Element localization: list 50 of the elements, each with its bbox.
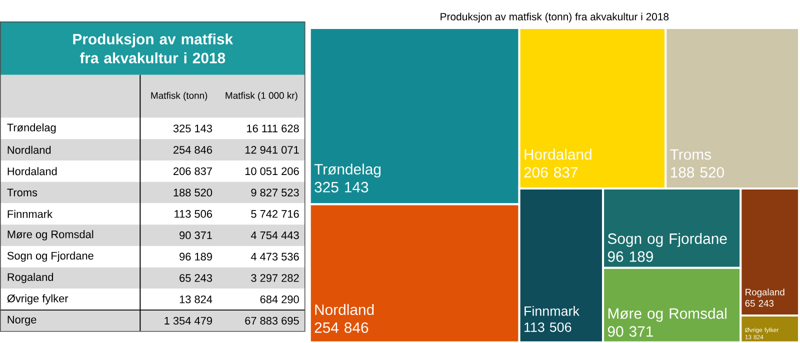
category-label: Nordland	[315, 304, 374, 315]
data-label: 325 143	[314, 182, 368, 192]
data-label: 3 297 282	[251, 274, 299, 282]
category-label: Hordaland	[8, 166, 57, 176]
data-label: 10 051 206	[245, 167, 299, 175]
data-label: 96 189	[180, 252, 212, 260]
data-label: 684 290	[260, 295, 299, 304]
series-label: Matfisk (tonn)	[151, 92, 208, 101]
data-label: 188 520	[174, 188, 212, 196]
category-label: Troms	[670, 149, 711, 160]
data-label: 16 111 628	[247, 124, 299, 132]
text: Produksjon av matfisk fra akvakultur i 2018	[73, 33, 234, 64]
category-label: Rogaland	[746, 288, 784, 298]
category-label: Sogn og Fjordane	[7, 251, 94, 262]
category-label: Sogn og Fjordane	[608, 232, 727, 247]
text: Produksjon av matfisk (tonn) fra akvakultur i 2018	[440, 12, 669, 22]
data-label: 4 754 443	[250, 231, 299, 239]
category-label: Trøndelag	[7, 123, 56, 134]
data-label: 4 473 536	[250, 252, 299, 260]
data-label: 96 189	[608, 251, 653, 262]
data-label: 113 506	[174, 210, 212, 218]
data-label: 13 824	[180, 295, 212, 304]
category-label: Finnmark	[8, 210, 53, 218]
category-label: Trøndelag	[314, 163, 381, 178]
category-label: Troms	[7, 188, 38, 196]
data-label: 5 742 716	[251, 210, 299, 218]
category-label: Norge	[8, 316, 36, 326]
data-label: 65 243	[180, 274, 212, 282]
category-label: Øvrige fylker	[7, 294, 68, 304]
data-label: 65 243	[745, 300, 774, 306]
data-label: 90 371	[608, 326, 653, 337]
category-label: Rogaland	[8, 272, 54, 283]
series-label: Matfisk (1 000 kr)	[226, 92, 298, 101]
data-label: 113 506	[524, 322, 572, 332]
data-label: 188 520	[670, 166, 724, 178]
data-label: 9 827 523	[251, 188, 299, 196]
data-label: 90 371	[180, 231, 212, 239]
category-label: Møre og Romsdal	[8, 230, 94, 240]
category-label: Nordland	[8, 146, 51, 154]
data-label: 1 354 479	[164, 316, 212, 324]
category-label: Finnmark	[524, 306, 580, 316]
data-label: 206 837	[524, 166, 578, 178]
data-label: 206 837	[174, 167, 212, 175]
data-label: 254 846	[174, 146, 212, 154]
data-label: 325 143	[173, 124, 212, 132]
data-label: 67 883 695	[245, 316, 299, 324]
data-label: 254 846	[314, 322, 368, 333]
data-label: 12 941 071	[245, 146, 299, 154]
category-label: Møre og Romsdal	[608, 308, 726, 322]
category-label: Hordaland	[524, 148, 592, 160]
